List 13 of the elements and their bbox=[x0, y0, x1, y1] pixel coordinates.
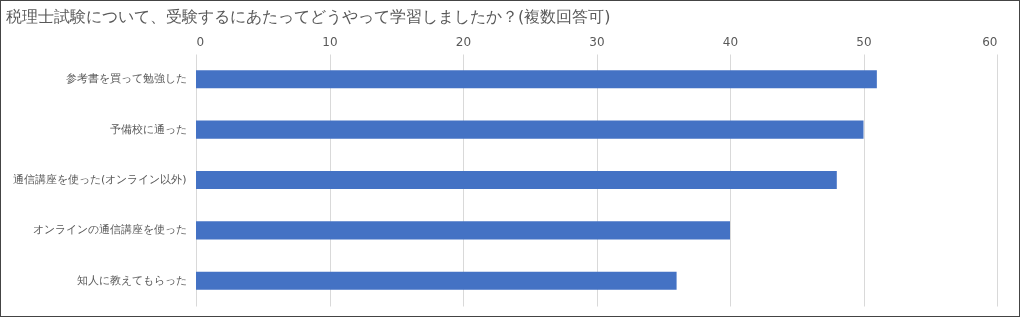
y-tick-label: 参考書を買って勉強した bbox=[65, 72, 187, 86]
y-tick-label: 知人に教えてもらった bbox=[76, 273, 187, 287]
y-tick-label: オンラインの通信講座を使った bbox=[32, 223, 187, 237]
x-tick-label: 20 bbox=[455, 34, 472, 49]
x-tick-label: 30 bbox=[589, 34, 605, 49]
y-tick-label: 予備校に通った bbox=[109, 122, 187, 136]
y-tick-label: 通信講座を使った(オンライン以外) bbox=[12, 173, 187, 186]
x-tick-label: 0 bbox=[196, 34, 205, 49]
chart-title: 税理士試験について、受験するにあたってどうやって学習しましたか？(複数回答可) bbox=[6, 7, 611, 26]
x-tick-label: 10 bbox=[322, 34, 338, 49]
x-tick-label: 60 bbox=[982, 34, 998, 49]
x-tick-label: 50 bbox=[856, 34, 872, 49]
x-tick-label: 40 bbox=[722, 34, 739, 49]
